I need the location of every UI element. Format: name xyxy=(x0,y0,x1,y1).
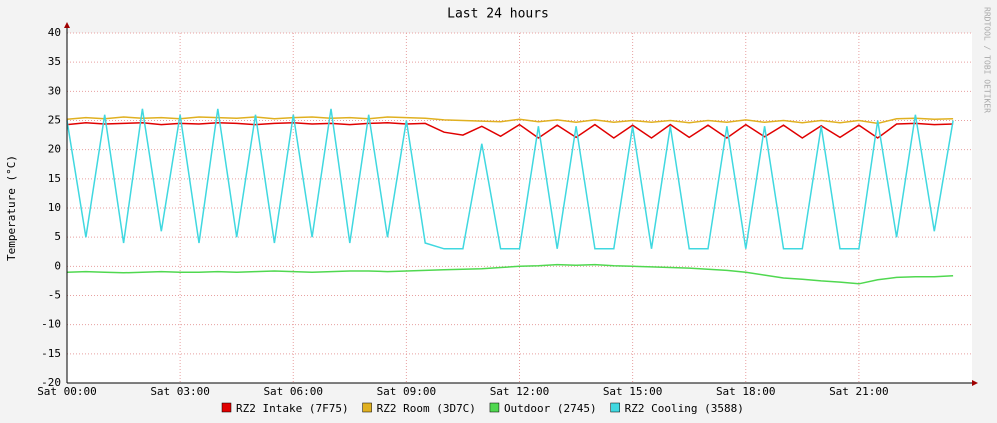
y-tick-label: 35 xyxy=(48,55,61,68)
y-tick-label: 0 xyxy=(54,259,61,272)
y-axis-label: Temperature (°C) xyxy=(5,155,18,261)
y-tick-label: 25 xyxy=(48,114,61,127)
legend-swatch xyxy=(362,402,372,413)
y-tick-label: 40 xyxy=(48,26,61,39)
x-tick-label: Sat 00:00 xyxy=(37,385,97,398)
legend: RZ2 Intake (7F75) RZ2 Room (3D7C) Outdoor … xyxy=(221,402,744,415)
chart-title: Last 24 hours xyxy=(447,7,549,22)
series-line xyxy=(66,108,954,250)
x-tick-label: Sat 15:00 xyxy=(603,385,663,398)
lines xyxy=(66,108,954,285)
y-tick-label: -10 xyxy=(41,318,61,331)
y-tick-label: 15 xyxy=(48,172,61,185)
y-tick-label: 5 xyxy=(54,230,61,243)
series-line xyxy=(66,122,954,139)
legend-label: RZ2 Cooling (3588) xyxy=(625,402,744,415)
y-tick-label: -5 xyxy=(48,289,61,302)
legend-swatch xyxy=(489,402,500,413)
legend-swatch xyxy=(610,402,620,413)
watermark: RRDTOOL / TOBI OETIKER xyxy=(983,7,992,113)
legend-label: Outdoor (2745) xyxy=(504,402,597,415)
y-tick-label: 30 xyxy=(48,84,61,97)
y-tick-label: 20 xyxy=(48,143,61,156)
y-tick-label: 10 xyxy=(48,201,61,214)
legend-swatch xyxy=(221,402,232,413)
x-tick-label: Sat 18:00 xyxy=(716,385,776,398)
x-tick-label: Sat 06:00 xyxy=(263,385,323,398)
x-tick-label: Sat 12:00 xyxy=(490,385,550,398)
x-arrow xyxy=(972,380,978,386)
y-arrow xyxy=(64,22,70,28)
x-tick-label: Sat 03:00 xyxy=(150,385,210,398)
series-line xyxy=(66,116,954,125)
x-tick-label: Sat 09:00 xyxy=(377,385,437,398)
y-tick-label: -20 xyxy=(41,376,61,389)
series-line xyxy=(66,263,954,285)
y-tick-label: -15 xyxy=(41,347,61,360)
legend-label: RZ2 Room (3D7C) xyxy=(377,402,476,415)
legend-label: RZ2 Intake (7F75) xyxy=(236,402,349,415)
x-tick-label: Sat 21:00 xyxy=(829,385,889,398)
